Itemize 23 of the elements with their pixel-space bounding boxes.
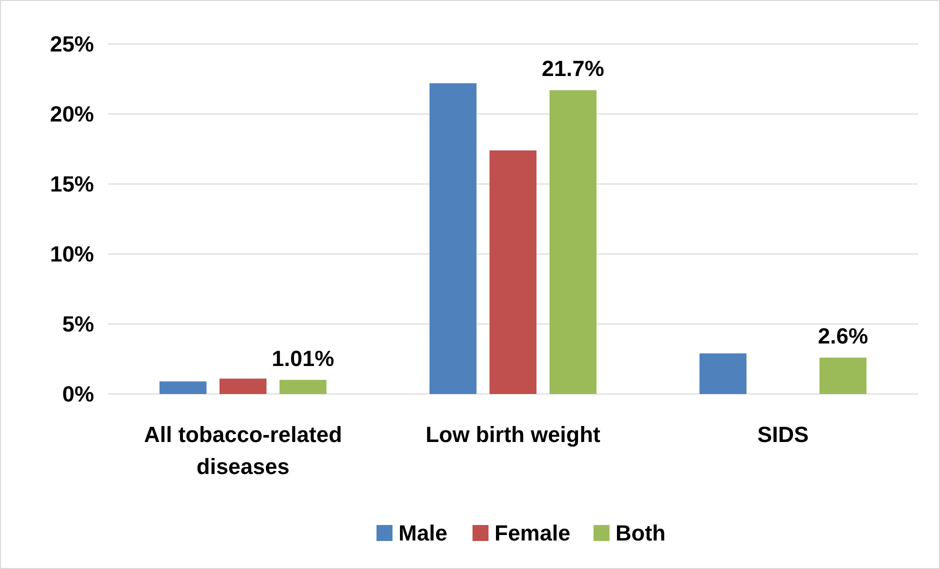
- x-tick-label: Low birth weight: [426, 422, 602, 447]
- bar: [280, 380, 326, 394]
- x-tick-label: All tobacco-related diseases: [144, 422, 342, 479]
- legend-label: Female: [494, 520, 570, 546]
- bar: [490, 150, 536, 394]
- bar: [220, 378, 266, 394]
- y-tick-label: 0%: [62, 382, 94, 407]
- bar: [700, 353, 746, 394]
- y-tick-label: 25%: [50, 32, 94, 57]
- y-tick-label: 5%: [62, 312, 94, 337]
- data-label: 21.7%: [542, 56, 604, 82]
- legend-label: Both: [616, 520, 666, 546]
- legend-label: Male: [398, 520, 448, 546]
- bar: [550, 90, 596, 394]
- x-tick-label: SIDS: [757, 422, 809, 447]
- bar: [160, 381, 206, 394]
- y-tick-label: 10%: [50, 242, 94, 267]
- data-label: 1.01%: [272, 346, 334, 371]
- y-tick-label: 20%: [50, 102, 94, 127]
- y-tick-label: 15%: [50, 172, 94, 197]
- bar: [820, 358, 866, 394]
- data-label: 2.6%: [818, 324, 868, 349]
- bar: [430, 83, 476, 394]
